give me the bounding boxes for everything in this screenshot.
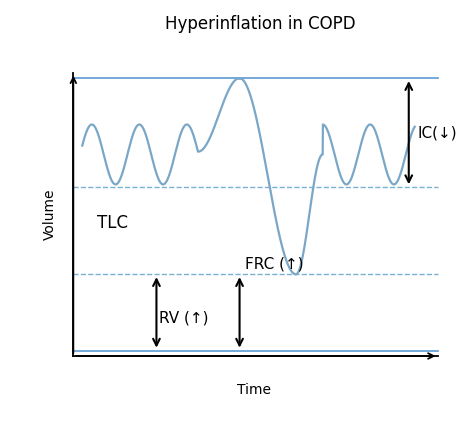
Text: Time: Time bbox=[237, 383, 272, 397]
Text: TLC: TLC bbox=[97, 213, 128, 232]
Text: Volume: Volume bbox=[43, 189, 56, 240]
Text: RV (↑): RV (↑) bbox=[159, 310, 209, 325]
Text: IC(↓): IC(↓) bbox=[418, 125, 457, 140]
Title: Hyperinflation in COPD: Hyperinflation in COPD bbox=[165, 15, 356, 33]
Text: FRC (↑): FRC (↑) bbox=[246, 257, 304, 271]
